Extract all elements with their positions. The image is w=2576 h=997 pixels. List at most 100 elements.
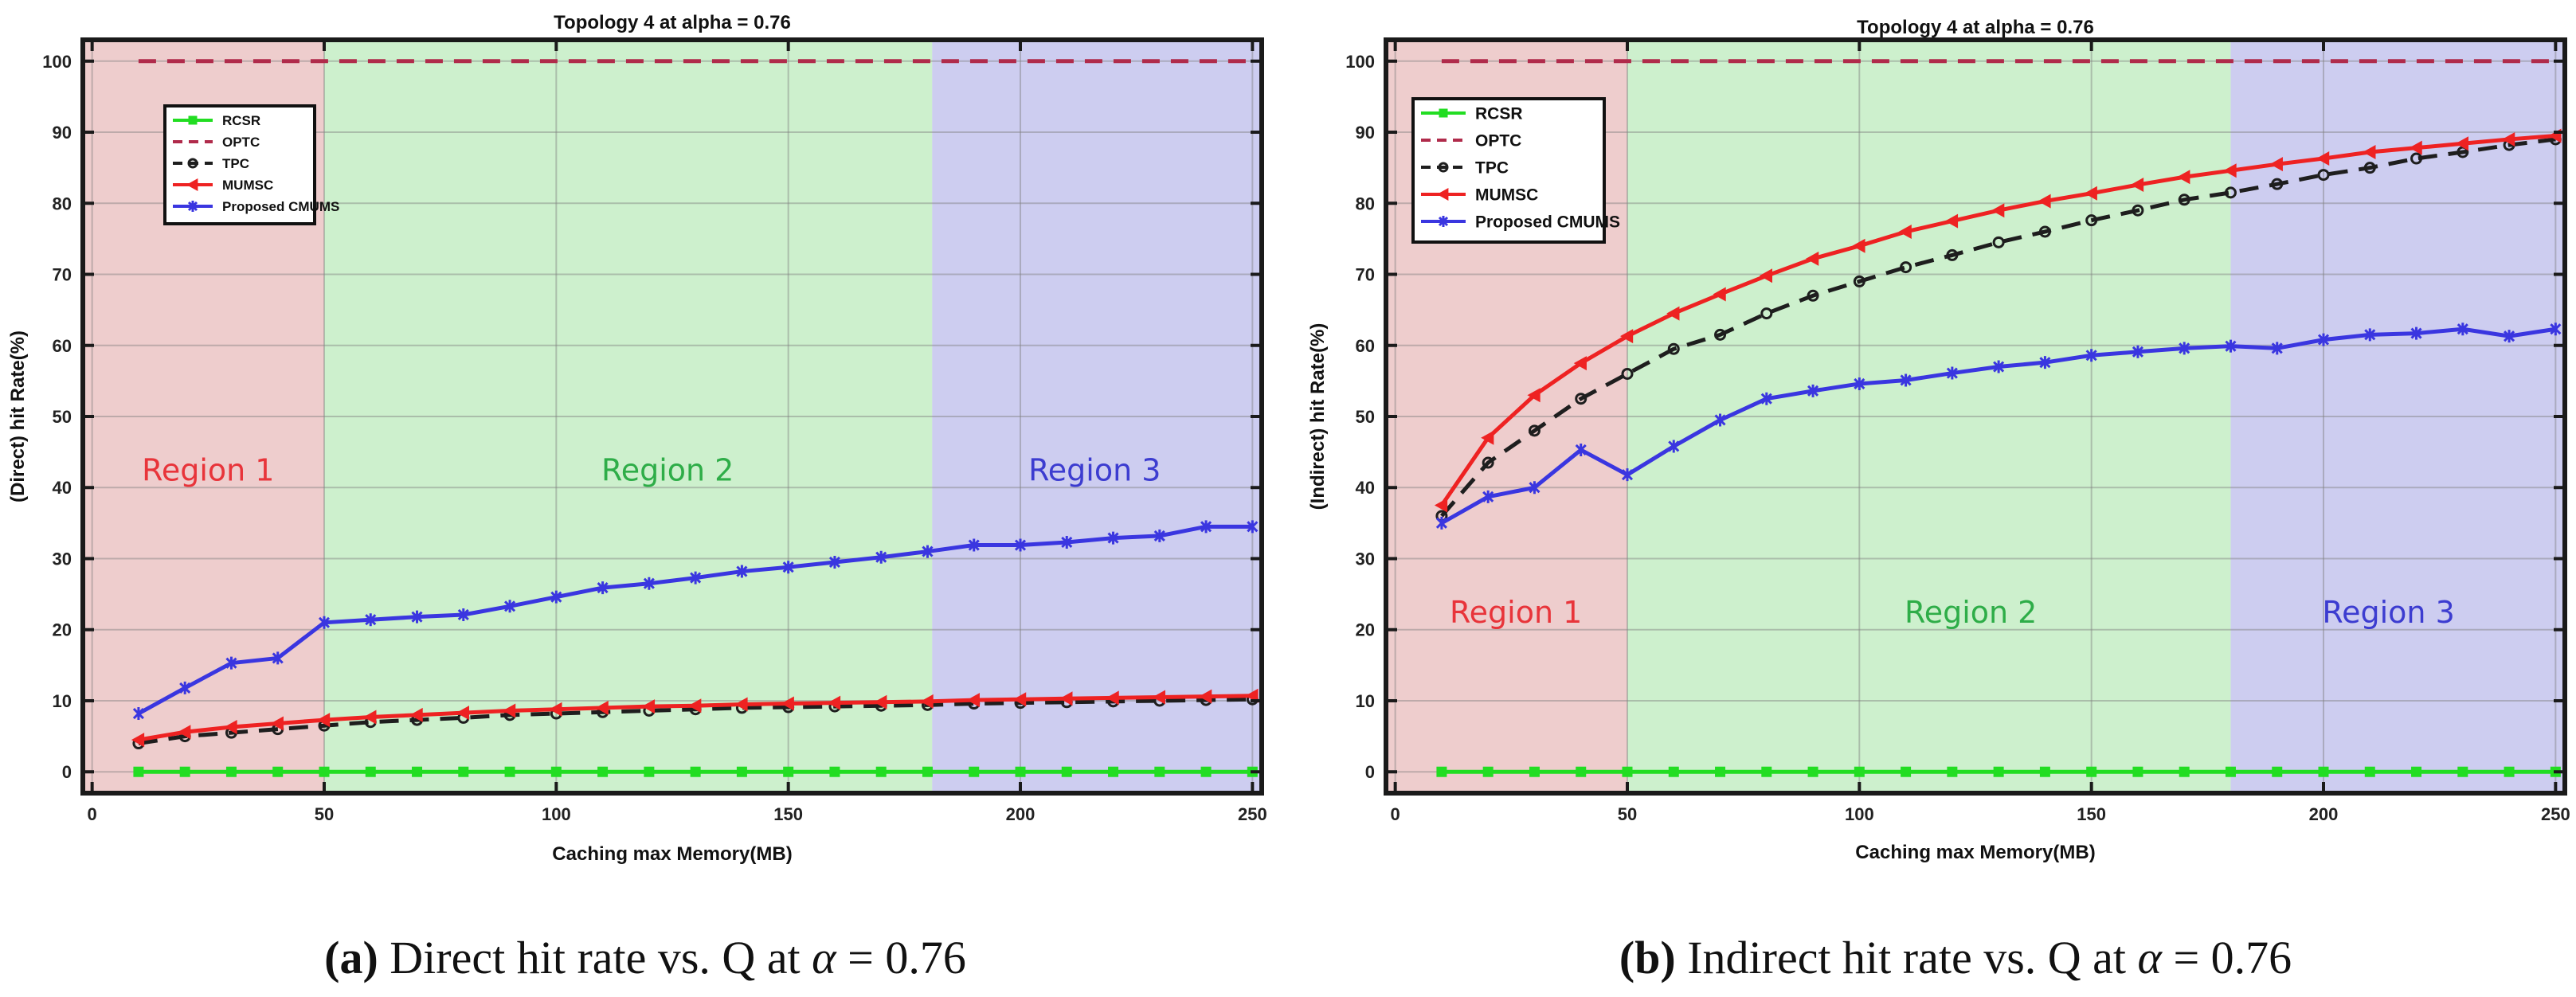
- data-point: [2550, 323, 2562, 336]
- data-point: [1573, 356, 1587, 371]
- data-point: [595, 700, 609, 715]
- data-point: [179, 681, 191, 694]
- data-point: [456, 706, 469, 721]
- data-point: [409, 707, 423, 722]
- data-point: [2316, 151, 2330, 166]
- series-rcsr: [1436, 766, 2561, 777]
- y-tick-label: 70: [53, 265, 72, 285]
- data-point: [1715, 766, 1726, 777]
- x-tick-label: 50: [315, 804, 334, 824]
- data-point: [1529, 481, 1541, 495]
- chart-title: Topology 4 at alpha = 0.76: [1857, 17, 2094, 38]
- data-point: [1434, 498, 1448, 513]
- y-tick-label: 40: [1356, 478, 1375, 498]
- x-tick-label: 100: [1845, 804, 1874, 824]
- data-point: [1667, 342, 1680, 355]
- data-point: [641, 699, 656, 714]
- data-point: [1668, 766, 1679, 777]
- data-point: [1944, 213, 1959, 229]
- data-point: [1576, 766, 1587, 777]
- data-point: [2225, 766, 2236, 777]
- data-point: [828, 555, 841, 569]
- series-mumsc: [131, 688, 1259, 748]
- y-tick-label: 50: [53, 407, 72, 427]
- chart-direct: Region 1 Region 2 Region 3 0 50 100 150 200 250 0…: [7, 12, 1267, 983]
- data-point: [688, 698, 702, 714]
- y-tick-label: 10: [1356, 691, 1375, 711]
- data-point: [1946, 366, 1958, 380]
- legend-marker: [187, 201, 198, 212]
- y-tick-label: 30: [53, 549, 72, 569]
- chart-title: Topology 4 at alpha = 0.76: [554, 12, 791, 33]
- data-point: [783, 766, 794, 777]
- data-point: [2504, 330, 2515, 343]
- y-tick-label: 80: [1356, 194, 1375, 213]
- data-point: [1946, 248, 1959, 261]
- data-point: [1853, 275, 1865, 287]
- y-tick-label: 60: [1356, 336, 1375, 356]
- data-point: [457, 608, 469, 621]
- data-point: [690, 571, 702, 585]
- data-point: [549, 702, 562, 717]
- x-tick-label: 100: [542, 804, 571, 824]
- data-point: [1107, 531, 1119, 545]
- data-point: [781, 696, 794, 711]
- data-point: [2457, 323, 2468, 336]
- data-point: [2269, 157, 2283, 172]
- data-point: [550, 766, 562, 777]
- data-point: [1482, 766, 1494, 777]
- data-point: [1807, 384, 1819, 397]
- legend-marker: [1438, 216, 1449, 227]
- data-point: [2038, 194, 2051, 209]
- data-point: [503, 703, 516, 718]
- y-tick-label: 80: [53, 194, 72, 213]
- data-point: [1482, 456, 1494, 469]
- data-point: [1247, 520, 1259, 534]
- data-point: [131, 733, 145, 748]
- data-point: [225, 656, 237, 670]
- data-point: [1200, 766, 1212, 777]
- x-tick-label: 50: [1618, 804, 1637, 824]
- data-point: [2317, 169, 2330, 182]
- data-point: [690, 766, 701, 777]
- data-point: [1619, 329, 1634, 344]
- data-point: [318, 616, 331, 629]
- legend-entry: RCSR: [222, 113, 260, 128]
- data-point: [2084, 186, 2097, 201]
- data-point: [1436, 766, 1447, 777]
- data-point: [1481, 430, 1494, 445]
- data-point: [1106, 690, 1119, 706]
- x-tick-label: 250: [1238, 804, 1267, 824]
- data-point: [2224, 186, 2237, 199]
- x-tick-label: 150: [773, 804, 803, 824]
- data-point: [2179, 766, 2190, 777]
- data-point: [1991, 203, 2005, 218]
- data-point: [875, 550, 887, 564]
- data-point: [272, 651, 284, 665]
- data-point: [133, 766, 144, 777]
- data-point: [1668, 440, 1680, 453]
- y-tick-label: 0: [1365, 762, 1375, 782]
- data-point: [365, 766, 376, 777]
- data-point: [363, 710, 377, 725]
- data-point: [2132, 204, 2144, 217]
- data-point: [2132, 766, 2143, 777]
- legend-entry: MUMSC: [222, 178, 273, 193]
- data-point: [1947, 766, 1958, 777]
- data-point: [316, 713, 331, 728]
- data-point: [1714, 413, 1726, 427]
- data-point: [1015, 766, 1026, 777]
- data-point: [2039, 356, 2051, 369]
- y-tick-label: 40: [53, 478, 72, 498]
- data-point: [1435, 516, 1447, 530]
- legend: RCSR OPTC TPC MUMSC Proposed CMUMS: [1411, 97, 1620, 244]
- data-point: [224, 720, 237, 735]
- data-point: [458, 766, 469, 777]
- data-point: [2225, 339, 2237, 353]
- data-point: [1666, 306, 1680, 321]
- data-point: [1713, 287, 1726, 302]
- x-axis-label: Caching max Memory(MB): [552, 843, 792, 865]
- data-point: [1898, 224, 1912, 239]
- legend-entry: OPTC: [1475, 131, 1521, 150]
- data-point: [920, 694, 934, 709]
